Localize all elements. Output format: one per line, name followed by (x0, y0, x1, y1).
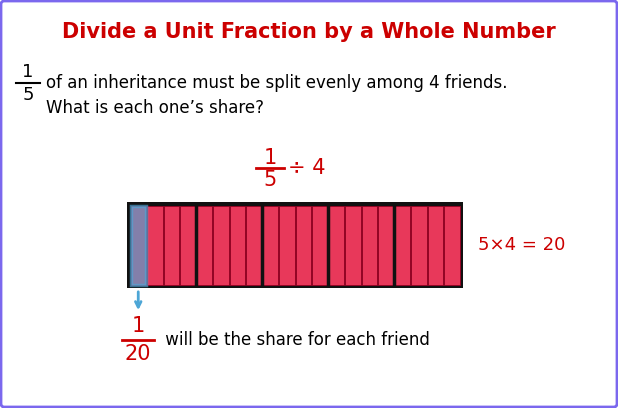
Bar (295, 206, 311, 284)
Bar (411, 206, 426, 284)
Bar (394, 206, 410, 284)
Bar (263, 206, 278, 284)
Bar (444, 206, 460, 284)
Text: Divide a Unit Fraction by a Whole Number: Divide a Unit Fraction by a Whole Number (62, 22, 556, 42)
Bar (130, 206, 146, 284)
Bar (197, 206, 212, 284)
Bar (147, 206, 163, 284)
Bar (213, 206, 229, 284)
Bar (312, 206, 328, 284)
Bar (329, 206, 344, 284)
Text: will be the share for each friend: will be the share for each friend (160, 331, 430, 349)
Bar (229, 206, 245, 284)
Bar (246, 206, 261, 284)
Text: What is each one’s share?: What is each one’s share? (46, 99, 264, 117)
Text: ÷ 4: ÷ 4 (288, 158, 326, 178)
Text: of an inheritance must be split evenly among 4 friends.: of an inheritance must be split evenly a… (46, 74, 507, 92)
Bar (130, 206, 146, 284)
Text: 1: 1 (132, 316, 145, 336)
Bar (345, 206, 360, 284)
Bar (127, 202, 463, 288)
Text: 5: 5 (22, 86, 34, 104)
Bar (279, 206, 295, 284)
Text: 1: 1 (263, 148, 277, 168)
Text: 5: 5 (263, 170, 277, 190)
Bar (164, 206, 179, 284)
Bar (362, 206, 377, 284)
Text: 1: 1 (22, 63, 34, 81)
Bar (378, 206, 394, 284)
Bar (428, 206, 443, 284)
Text: 5×4 = 20: 5×4 = 20 (478, 236, 565, 254)
Bar (180, 206, 195, 284)
Text: 20: 20 (125, 344, 151, 364)
